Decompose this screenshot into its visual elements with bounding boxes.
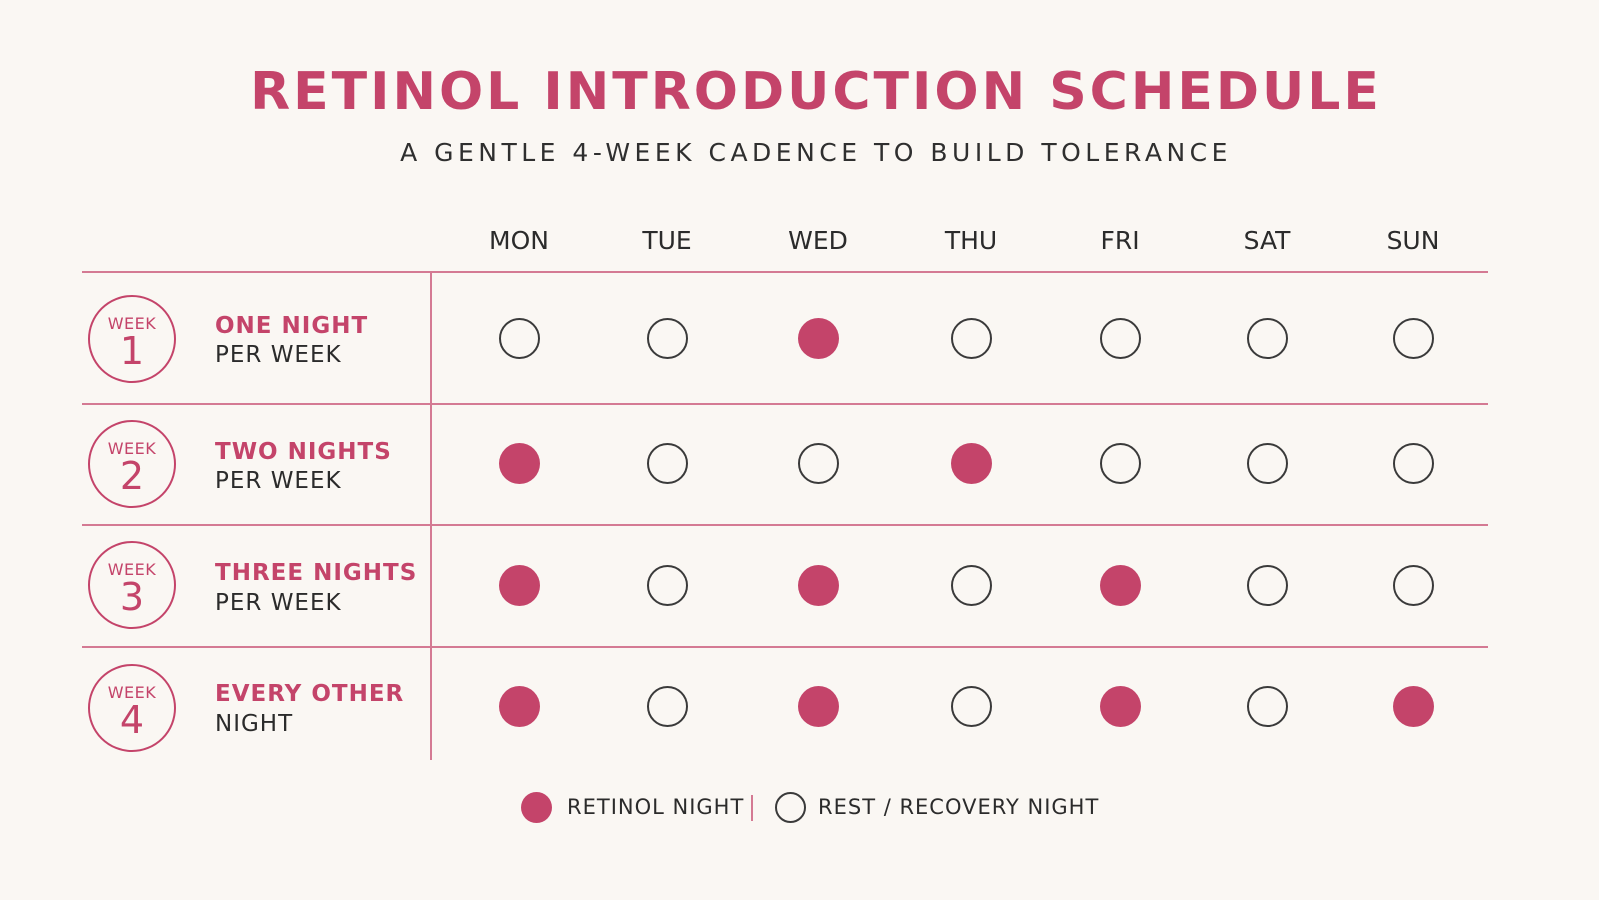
rest-night-dot-week2-fri (1099, 442, 1141, 484)
retinol-night-dot-week3-wed (797, 564, 839, 606)
page-title: RETINOL INTRODUCTION SCHEDULE (250, 62, 1382, 122)
week-badge-word: WEEK (107, 439, 157, 458)
rest-night-dot-week4-sat (1246, 685, 1288, 727)
row-divider-2 (82, 524, 1488, 526)
day-label-mon: MON (489, 226, 549, 255)
page-subtitle: A GENTLE 4-WEEK CADENCE TO BUILD TOLERAN… (400, 138, 1232, 167)
week-badge-4: WEEK 4 (88, 664, 176, 752)
rest-night-dot-week2-sun (1392, 442, 1434, 484)
rest-night-dot-week3-sat (1246, 564, 1288, 606)
label-column-divider (430, 272, 432, 760)
week-row-subtitle: NIGHT (215, 711, 294, 737)
rest-night-legend-dot (775, 792, 806, 823)
retinol-night-dot-week4-sun (1392, 685, 1434, 727)
rest-night-dot-week1-tue (646, 317, 688, 359)
rest-night-dot-week4-tue (646, 685, 688, 727)
week-badge-number: 4 (119, 698, 145, 742)
week-badge-3: WEEK 3 (88, 541, 176, 629)
retinol-night-dot-week4-mon (498, 685, 540, 727)
rest-night-dot-week3-tue (646, 564, 688, 606)
rest-night-dot-week3-sun (1392, 564, 1434, 606)
legend-retinol-label: RETINOL NIGHT (567, 795, 745, 819)
week-badge-word: WEEK (107, 314, 157, 333)
retinol-night-legend-dot (521, 792, 552, 823)
week-badge-word: WEEK (107, 560, 157, 579)
week-badge-1: WEEK 1 (88, 295, 176, 383)
week-row-subtitle: PER WEEK (215, 590, 342, 616)
rest-night-dot-week2-tue (646, 442, 688, 484)
rest-night-dot-week1-sat (1246, 317, 1288, 359)
rest-night-dot-week3-thu (950, 564, 992, 606)
week-badge-word: WEEK (107, 683, 157, 702)
header-divider (82, 271, 1488, 273)
week-row-title: TWO NIGHTS (215, 439, 392, 465)
rest-night-dot-week2-wed (797, 442, 839, 484)
week-row-title: ONE NIGHT (215, 313, 369, 339)
day-label-sun: SUN (1386, 226, 1440, 255)
retinol-night-dot-week2-thu (950, 442, 992, 484)
week-badge-number: 1 (119, 329, 145, 373)
day-label-sat: SAT (1243, 226, 1291, 255)
week-row-subtitle: PER WEEK (215, 342, 342, 368)
rest-night-dot-week4-thu (950, 685, 992, 727)
week-badge-number: 3 (119, 575, 145, 619)
week-badge-number: 2 (119, 454, 145, 498)
rest-night-dot-week1-thu (950, 317, 992, 359)
rest-night-dot-week1-sun (1392, 317, 1434, 359)
legend-separator (751, 795, 753, 821)
day-label-fri: FRI (1100, 226, 1140, 255)
week-row-title: THREE NIGHTS (215, 560, 418, 586)
retinol-night-dot-week4-wed (797, 685, 839, 727)
row-divider-1 (82, 403, 1488, 405)
week-badge-2: WEEK 2 (88, 420, 176, 508)
week-row-title: EVERY OTHER (215, 681, 405, 707)
retinol-night-dot-week3-fri (1099, 564, 1141, 606)
day-label-wed: WED (788, 226, 848, 255)
legend-rest-label: REST / RECOVERY NIGHT (818, 795, 1100, 819)
retinol-night-dot-week1-wed (797, 317, 839, 359)
day-label-tue: TUE (642, 226, 692, 255)
retinol-night-dot-week4-fri (1099, 685, 1141, 727)
retinol-night-dot-week3-mon (498, 564, 540, 606)
row-divider-3 (82, 646, 1488, 648)
rest-night-dot-week1-mon (498, 317, 540, 359)
retinol-night-dot-week2-mon (498, 442, 540, 484)
week-row-subtitle: PER WEEK (215, 468, 342, 494)
rest-night-dot-week2-sat (1246, 442, 1288, 484)
day-label-thu: THU (944, 226, 998, 255)
rest-night-dot-week1-fri (1099, 317, 1141, 359)
